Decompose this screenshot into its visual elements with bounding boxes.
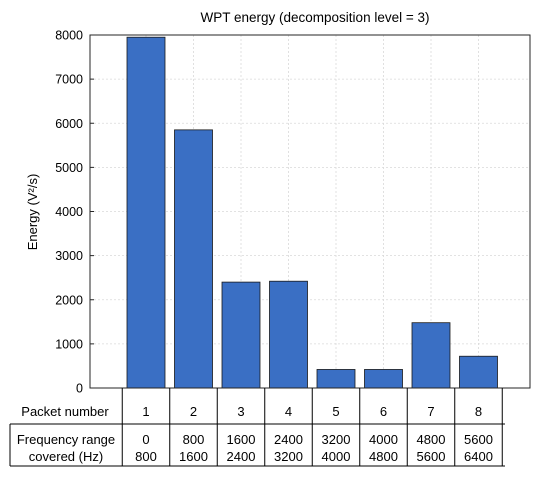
chart-title: WPT energy (decomposition level = 3) <box>201 10 430 25</box>
freq-low-cell: 5600 <box>464 432 493 447</box>
bar-2 <box>174 129 213 389</box>
freq-low-cell: 4000 <box>369 432 398 447</box>
y-tick-label: 6000 <box>55 117 83 131</box>
freq-low-cell: 2400 <box>274 432 303 447</box>
freq-high-cell: 5600 <box>417 449 446 464</box>
freq-low-cell: 4800 <box>417 432 446 447</box>
y-tick-label: 5000 <box>55 161 83 175</box>
y-tick-label: 4000 <box>55 205 83 219</box>
bar-1 <box>126 36 166 389</box>
packet-number-label: Packet number <box>21 404 109 419</box>
bar-4 <box>269 280 308 389</box>
freq-low-cell: 800 <box>183 432 205 447</box>
freq-high-cell: 800 <box>135 449 157 464</box>
packet-number-cell: 8 <box>475 404 482 419</box>
frequency-range-label-unit: covered (Hz) <box>29 449 103 464</box>
freq-high-cell: 4000 <box>322 449 351 464</box>
freq-high-cell: 4800 <box>369 449 398 464</box>
y-tick-label: 2000 <box>55 293 83 307</box>
y-tick-label: 1000 <box>55 337 83 351</box>
freq-high-cell: 3200 <box>274 449 303 464</box>
packet-number-cell: 3 <box>237 404 244 419</box>
freq-low-cell: 3200 <box>322 432 351 447</box>
bar-7 <box>411 322 451 389</box>
y-ticks-layer: 0 1000 2000 3000 4000 5000 6000 7000 8000 <box>55 29 94 396</box>
bar-3 <box>221 281 261 389</box>
data-table: Packet number Frequency range covered (Hz)… <box>9 388 505 467</box>
bar-8 <box>459 355 498 389</box>
y-axis-label: Energy (V²/s) <box>25 174 40 251</box>
packet-number-cell: 5 <box>332 404 339 419</box>
packet-number-cell: 1 <box>142 404 149 419</box>
packet-number-cell: 4 <box>285 404 292 419</box>
plot-frame <box>89 34 531 389</box>
packet-number-cell: 2 <box>190 404 197 419</box>
freq-high-cell: 1600 <box>179 449 208 464</box>
bar-5 <box>316 369 356 389</box>
y-tick-label: 7000 <box>55 73 83 87</box>
bar-6 <box>364 369 403 389</box>
y-tick-label: 0 <box>76 382 83 396</box>
packet-number-cell: 6 <box>380 404 387 419</box>
freq-high-cell: 6400 <box>464 449 493 464</box>
freq-low-cell: 1600 <box>227 432 256 447</box>
packet-number-cell: 7 <box>427 404 434 419</box>
y-tick-label: 3000 <box>55 249 83 263</box>
freq-high-cell: 2400 <box>227 449 256 464</box>
freq-low-cell: 0 <box>142 432 149 447</box>
frequency-range-label: Frequency range <box>17 432 115 447</box>
bars-layer <box>126 36 498 389</box>
y-tick-label: 8000 <box>55 29 83 43</box>
